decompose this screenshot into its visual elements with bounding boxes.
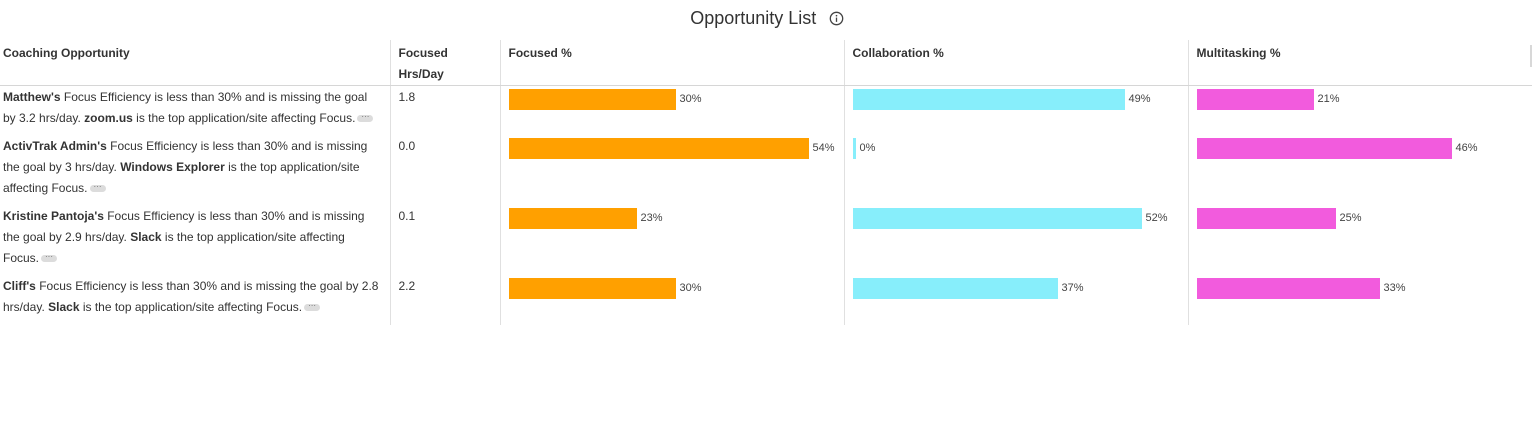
collaboration-pct-label: 37%: [1061, 281, 1084, 294]
multitasking-bar[interactable]: [1196, 207, 1336, 229]
page-title: Opportunity List: [690, 8, 817, 28]
col-focused-hrs-line1: Focused: [398, 46, 448, 60]
message-text: is the top application/site affecting Fo…: [3, 159, 360, 195]
coaching-message: Cliff's Focus Efficiency is less than 30…: [0, 274, 391, 325]
user-name[interactable]: ActivTrak Admin's: [3, 138, 107, 153]
message-text: Focus Efficiency is less than 30% and is…: [3, 138, 368, 174]
table-row: Cliff's Focus Efficiency is less than 30…: [0, 274, 1532, 325]
collab-pct-cell: 37%: [844, 274, 1189, 325]
col-multitasking-pct[interactable]: Multitasking %: [1188, 40, 1532, 86]
app-name: Slack: [130, 229, 162, 244]
info-icon[interactable]: [829, 11, 844, 26]
collaboration-pct-label: 49%: [1128, 93, 1151, 105]
user-name[interactable]: Kristine Pantoja's: [3, 208, 104, 223]
focused-pct-cell: 30%: [500, 274, 845, 325]
focused-pct-label: 23%: [640, 211, 663, 224]
more-icon[interactable]: ···: [357, 115, 374, 123]
more-icon[interactable]: ···: [89, 184, 106, 192]
table-row: Matthew's Focus Efficiency is less than …: [0, 85, 1532, 135]
collab-pct-cell: 0%: [844, 134, 1189, 205]
table-row: Kristine Pantoja's Focus Efficiency is l…: [0, 204, 1532, 275]
col-focused-hrs-line2: Hrs/Day: [398, 67, 444, 81]
user-name[interactable]: Matthew's: [3, 90, 61, 104]
col-coaching-opportunity[interactable]: Coaching Opportunity: [0, 40, 391, 86]
coaching-message: ActivTrak Admin's Focus Efficiency is le…: [0, 134, 391, 205]
multi-pct-cell: 25%: [1188, 205, 1532, 275]
message-text: is the top application/site affecting Fo…: [3, 229, 345, 265]
focused-hrs-value: 2.2: [390, 274, 501, 325]
more-icon[interactable]: ···: [304, 303, 321, 311]
app-name: Slack: [48, 299, 80, 314]
message-text: is the top application/site affecting Fo…: [79, 299, 303, 314]
message-text: Focus Efficiency is less than 30% and is…: [3, 278, 379, 314]
collaboration-pct-label: 52%: [1145, 211, 1168, 224]
multi-pct-cell: 21%: [1188, 86, 1532, 135]
opportunity-table: Coaching Opportunity Focused Hrs/Day Foc…: [0, 40, 1532, 325]
multi-pct-cell: 46%: [1188, 135, 1532, 205]
focused-pct-label: 54%: [812, 141, 835, 154]
collab-pct-cell: 52%: [844, 204, 1189, 275]
multitasking-bar[interactable]: [1196, 89, 1314, 110]
multitasking-pct-label: 21%: [1317, 93, 1340, 105]
multitasking-bar[interactable]: [1196, 137, 1452, 159]
col-focused-hrs-day[interactable]: Focused Hrs/Day: [390, 40, 501, 86]
multitasking-bar[interactable]: [1196, 277, 1380, 299]
table-row: ActivTrak Admin's Focus Efficiency is le…: [0, 134, 1532, 205]
table-header: Coaching Opportunity Focused Hrs/Day Foc…: [0, 40, 1532, 86]
message-text: Focus Efficiency is less than 30% and is…: [3, 90, 368, 125]
focused-bar[interactable]: [508, 89, 676, 110]
coaching-message: Matthew's Focus Efficiency is less than …: [0, 85, 391, 135]
focused-pct-cell: 30%: [500, 85, 845, 135]
col-focused-pct[interactable]: Focused %: [500, 40, 845, 86]
title-row: Opportunity List: [0, 8, 1534, 29]
multitasking-pct-label: 25%: [1339, 211, 1362, 224]
focused-bar[interactable]: [508, 277, 676, 299]
focused-hrs-value: 0.0: [390, 134, 501, 205]
collab-pct-cell: 49%: [844, 85, 1189, 135]
collaboration-bar[interactable]: [852, 277, 1058, 299]
message-text: is the top application/site affecting Fo…: [132, 111, 356, 125]
focused-pct-label: 30%: [679, 93, 702, 105]
focused-pct-cell: 23%: [500, 204, 845, 275]
col-collaboration-pct[interactable]: Collaboration %: [844, 40, 1189, 86]
focused-hrs-value: 1.8: [390, 85, 501, 135]
focused-bar[interactable]: [508, 137, 809, 159]
focused-pct-label: 30%: [679, 281, 702, 294]
collaboration-bar[interactable]: [852, 137, 856, 159]
focused-bar[interactable]: [508, 207, 637, 229]
user-name[interactable]: Cliff's: [3, 278, 36, 293]
more-icon[interactable]: ···: [41, 254, 58, 262]
collaboration-pct-label: 0%: [859, 141, 876, 154]
multitasking-pct-label: 33%: [1383, 281, 1406, 294]
message-text: Focus Efficiency is less than 30% and is…: [3, 208, 365, 244]
collaboration-bar[interactable]: [852, 89, 1125, 110]
app-name: zoom.us: [84, 111, 133, 125]
multitasking-pct-label: 46%: [1455, 141, 1478, 154]
multi-pct-cell: 33%: [1188, 275, 1532, 325]
focused-hrs-value: 0.1: [390, 204, 501, 275]
collaboration-bar[interactable]: [852, 207, 1142, 229]
app-name: Windows Explorer: [120, 159, 225, 174]
focused-pct-cell: 54%: [500, 134, 845, 205]
coaching-message: Kristine Pantoja's Focus Efficiency is l…: [0, 204, 391, 275]
